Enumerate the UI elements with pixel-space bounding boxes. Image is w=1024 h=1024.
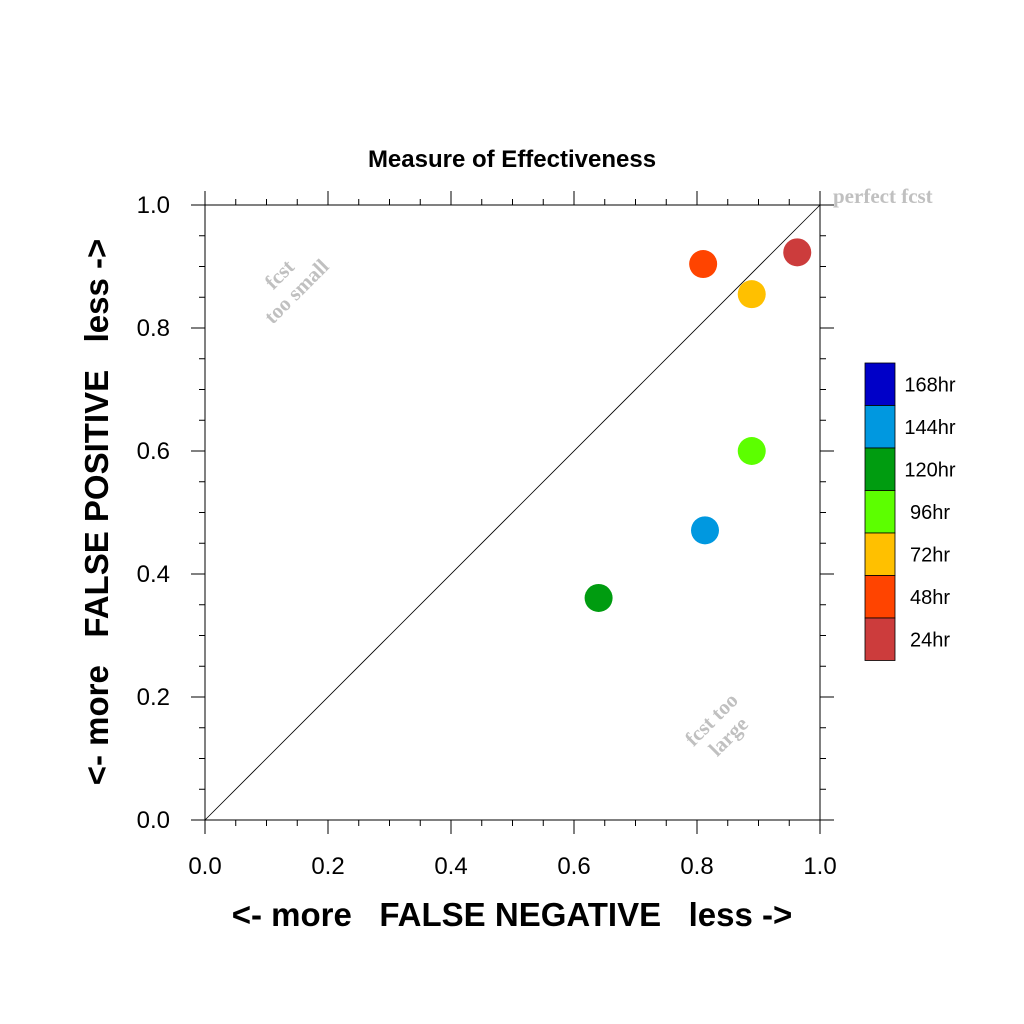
data-points [584, 238, 812, 612]
point-120hr [584, 583, 613, 612]
y-tick-label: 0.0 [137, 807, 170, 834]
perfect-fcst-label: perfect fcst [833, 184, 933, 208]
chart-title: Measure of Effectiveness [368, 146, 656, 173]
legend-swatch-72hr [864, 532, 896, 576]
legend-swatch-96hr [864, 490, 896, 534]
legend-swatch-144hr [864, 405, 896, 449]
x-tick-label: 0.6 [557, 853, 590, 880]
legend-label-24hr: 24hr [910, 629, 950, 651]
legend-swatch-48hr [864, 575, 896, 619]
legend-swatch-24hr [864, 617, 896, 661]
point-144hr [690, 516, 719, 545]
legend-swatch-168hr [864, 362, 896, 406]
x-tick-label: 0.4 [434, 853, 467, 880]
legend-label-144hr: 144hr [904, 417, 955, 439]
point-24hr [783, 238, 812, 267]
y-tick-labels: 0.0 0.2 0.4 0.6 0.8 1.0 [137, 192, 170, 834]
y-tick-label: 0.4 [137, 561, 170, 588]
legend-label-72hr: 72hr [910, 544, 950, 566]
legend-swatch-120hr [864, 447, 896, 491]
x-tick-labels: 0.0 0.2 0.4 0.6 0.8 1.0 [188, 853, 836, 880]
point-72hr [737, 280, 766, 309]
x-tick-label: 1.0 [803, 853, 836, 880]
legend-label-120hr: 120hr [904, 459, 955, 481]
y-tick-label: 1.0 [137, 192, 170, 219]
y-tick-label: 0.6 [137, 438, 170, 465]
x-axis-label: <- more FALSE NEGATIVE less -> [232, 896, 793, 933]
point-48hr [689, 250, 718, 279]
legend-label-168hr: 168hr [904, 374, 955, 396]
y-axis-label: <- more FALSE POSITIVE less -> [78, 239, 115, 786]
y-tick-label: 0.2 [137, 684, 170, 711]
tick-marks [191, 191, 834, 834]
x-tick-label: 0.8 [680, 853, 713, 880]
legend-label-96hr: 96hr [910, 502, 950, 524]
perfect-forecast-line [204, 204, 821, 821]
too-small-annotation: fcst too small [259, 254, 333, 328]
legend-label-48hr: 48hr [910, 587, 950, 609]
too-large-annotation: fcst too large [680, 688, 753, 761]
point-96hr [737, 437, 766, 465]
legend: 168hr 144hr 120hr 96hr 72hr 48hr 24hr [864, 362, 956, 661]
x-tick-label: 0.2 [311, 853, 344, 880]
x-tick-label: 0.0 [188, 853, 221, 880]
y-tick-label: 0.8 [137, 315, 170, 342]
